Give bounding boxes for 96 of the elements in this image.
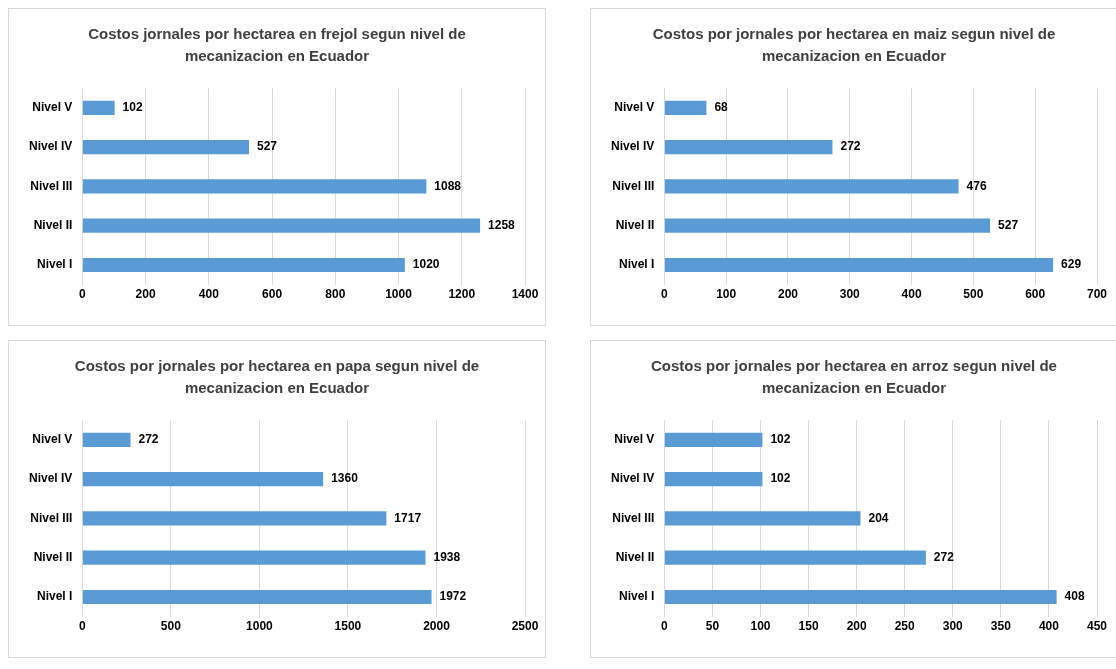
data-label: 527 — [256, 139, 278, 154]
data-label: 476 — [966, 178, 987, 193]
bar — [664, 257, 1054, 273]
x-tick-label: 500 — [963, 287, 984, 302]
y-tick-label: Nivel V — [32, 100, 73, 115]
x-tick-label: 150 — [798, 619, 819, 634]
bar — [664, 140, 833, 155]
y-tick-label: Nivel V — [32, 432, 73, 447]
x-tick-label: 100 — [716, 287, 737, 302]
x-tick-label: 1200 — [448, 287, 476, 302]
data-label: 272 — [933, 549, 955, 564]
y-tick-label: Nivel I — [618, 589, 655, 604]
bar — [82, 218, 481, 233]
x-tick-label: 400 — [198, 287, 220, 302]
x-tick-label: 1000 — [385, 287, 413, 302]
data-label: 102 — [770, 432, 791, 447]
x-tick-label: 300 — [942, 619, 964, 634]
data-label: 629 — [1061, 257, 1082, 272]
data-label: 68 — [714, 100, 729, 115]
x-tick-label: 450 — [1086, 619, 1108, 634]
data-label: 272 — [840, 139, 861, 154]
x-tick-label: 1500 — [334, 619, 362, 634]
y-tick-label: Nivel IV — [610, 139, 655, 154]
y-tick-label: Nivel IV — [28, 471, 73, 486]
y-tick-label: Nivel IV — [610, 471, 655, 486]
x-tick-label: 0 — [661, 287, 669, 302]
x-tick-label: 2000 — [423, 619, 451, 634]
data-label: 1972 — [439, 589, 467, 604]
x-tick-label: 400 — [1038, 619, 1060, 634]
x-tick-label: 700 — [1086, 287, 1108, 302]
chart-title: Costos jornales por hectarea en frejol segun nivel de mecanizacion en Ecuador — [87, 24, 467, 66]
data-label: 272 — [138, 432, 159, 447]
x-tick-label: 250 — [894, 619, 916, 634]
bar — [82, 257, 405, 273]
data-label: 1088 — [434, 178, 462, 193]
x-tick-label: 800 — [325, 287, 346, 302]
y-tick-label: Nivel I — [36, 257, 73, 272]
bar — [664, 100, 707, 115]
bar — [664, 589, 1057, 605]
bar — [664, 472, 763, 487]
data-label: 204 — [868, 510, 889, 525]
x-tick-label: 50 — [705, 619, 720, 634]
y-tick-label: Nivel V — [614, 100, 655, 115]
x-tick-label: 0 — [661, 619, 669, 634]
bar — [82, 140, 249, 155]
x-tick-label: 350 — [990, 619, 1012, 634]
chart-title: Costos por jornales por hectarea en maiz segun nivel de mecanizacion en Ecuador — [651, 24, 1057, 66]
y-tick-label: Nivel III — [612, 178, 655, 193]
bar — [82, 511, 387, 526]
y-tick-label: Nivel II — [615, 549, 655, 564]
chart-title: Costos por jornales por hectarea en papa segun nivel de mecanizacion en Ecuador — [73, 356, 481, 398]
x-tick-label: 1400 — [511, 287, 539, 302]
x-tick-label: 400 — [901, 287, 922, 302]
bar — [664, 179, 959, 194]
bar — [82, 472, 324, 487]
chart-title: Costos por jornales por hectarea en arroz segun nivel de mecanizacion en Ecuador — [650, 356, 1058, 398]
y-tick-label: Nivel III — [612, 510, 655, 525]
y-tick-label: Nivel II — [33, 549, 73, 564]
data-label: 1020 — [412, 257, 440, 272]
y-tick-label: Nivel I — [618, 257, 655, 272]
bar — [664, 511, 861, 526]
x-tick-label: 200 — [777, 287, 799, 302]
x-tick-label: 200 — [846, 619, 867, 634]
x-tick-label: 300 — [839, 287, 861, 302]
y-tick-label: Nivel III — [30, 510, 73, 525]
y-tick-label: Nivel II — [33, 217, 73, 232]
bar — [664, 432, 763, 447]
x-tick-label: 1000 — [246, 619, 274, 634]
data-label: 102 — [122, 100, 143, 115]
bar — [82, 550, 426, 565]
x-tick-label: 0 — [79, 619, 87, 634]
data-label: 102 — [770, 471, 791, 486]
bar — [664, 550, 926, 565]
bar — [82, 100, 115, 115]
y-tick-label: Nivel I — [36, 589, 73, 604]
x-tick-label: 600 — [262, 287, 283, 302]
bar — [82, 432, 131, 447]
data-label: 1717 — [394, 510, 422, 525]
data-label: 1938 — [433, 549, 461, 564]
bar — [82, 589, 432, 605]
x-tick-label: 0 — [79, 287, 87, 302]
data-label: 1360 — [331, 471, 359, 486]
bar — [82, 179, 427, 194]
data-label: 1258 — [488, 217, 516, 232]
x-tick-label: 600 — [1025, 287, 1046, 302]
x-tick-label: 500 — [160, 619, 182, 634]
y-tick-label: Nivel V — [614, 432, 655, 447]
x-tick-label: 2500 — [511, 619, 539, 634]
y-tick-label: Nivel III — [30, 178, 73, 193]
x-tick-label: 100 — [750, 619, 771, 634]
bar — [664, 218, 991, 233]
x-tick-label: 200 — [135, 287, 156, 302]
data-label: 527 — [998, 217, 1019, 232]
y-tick-label: Nivel II — [615, 217, 655, 232]
y-tick-label: Nivel IV — [28, 139, 73, 154]
data-label: 408 — [1064, 589, 1085, 604]
